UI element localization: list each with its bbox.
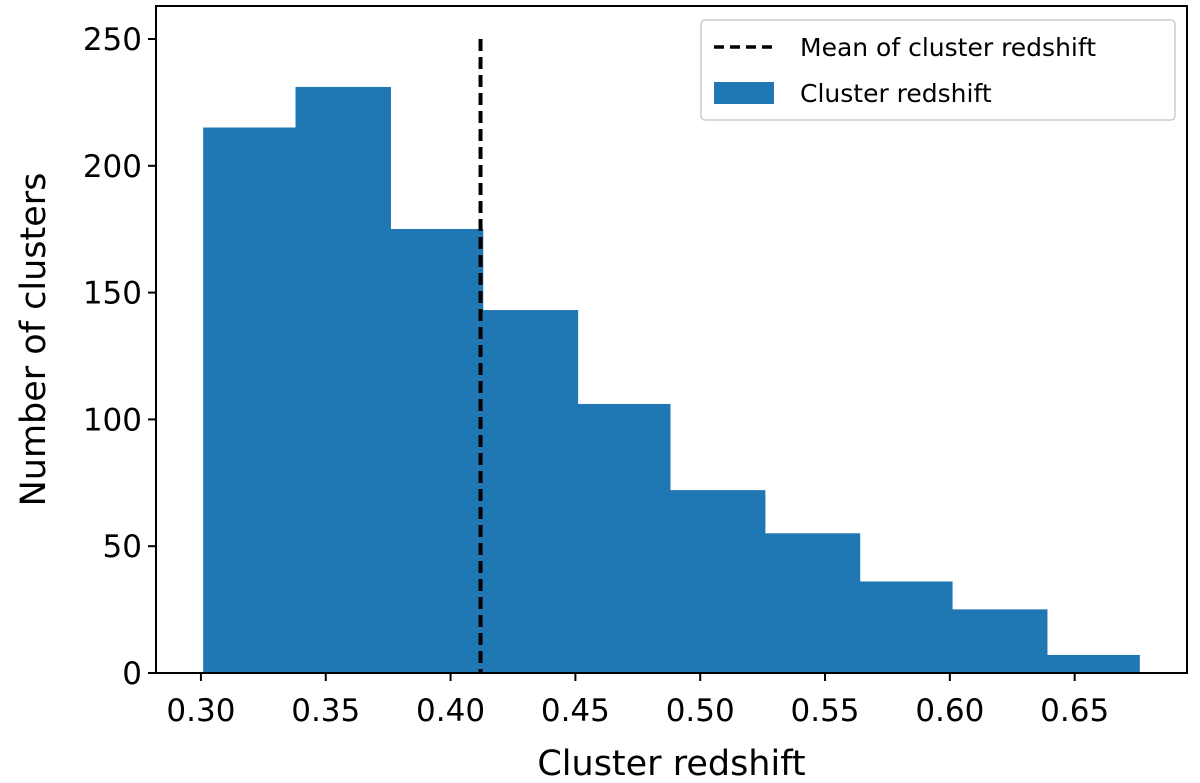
y-tick-label-5: 250 — [83, 22, 142, 58]
y-tick-label-0: 0 — [122, 656, 142, 692]
y-tick-label-2: 100 — [83, 402, 142, 438]
legend-bar-swatch — [714, 82, 774, 104]
histogram-bar-7 — [859, 581, 953, 674]
histogram-bar-0 — [203, 127, 297, 674]
x-tick-label-7: 0.65 — [1040, 693, 1109, 729]
x-tick-label-6: 0.60 — [915, 693, 984, 729]
histogram-bar-8 — [952, 609, 1048, 674]
x-ticks: 0.30 0.35 0.40 0.45 0.50 0.55 0.60 0.65 — [166, 673, 1109, 729]
x-tick-label-5: 0.55 — [791, 693, 860, 729]
legend-box — [700, 19, 1176, 121]
histogram-bar-4 — [577, 403, 671, 674]
x-tick-label-3: 0.45 — [541, 693, 610, 729]
axes-layer — [155, 5, 1188, 674]
histogram-bar-5 — [670, 490, 766, 674]
histogram-bar-3 — [482, 310, 579, 674]
x-tick-label-4: 0.50 — [666, 693, 735, 729]
x-tick-label-0: 0.30 — [166, 693, 235, 729]
legend-label-histogram: Cluster redshift — [800, 79, 992, 108]
y-axis-title: Number of clusters — [14, 173, 54, 507]
x-axis-title: Cluster redshift — [537, 744, 805, 783]
histogram-bar-9 — [1046, 654, 1140, 674]
y-tick-label-1: 50 — [103, 529, 142, 565]
histogram-bar-6 — [764, 533, 861, 674]
y-ticks: 0 50 100 150 200 250 — [83, 22, 156, 692]
bars-layer — [203, 86, 1140, 674]
y-tick-label-3: 150 — [83, 276, 142, 312]
y-tick-label-4: 200 — [83, 149, 142, 185]
histogram-bar-1 — [295, 86, 391, 674]
x-tick-label-2: 0.40 — [416, 693, 485, 729]
x-tick-label-1: 0.35 — [291, 693, 360, 729]
plot-frame — [155, 5, 1188, 674]
histogram-bar-2 — [390, 228, 484, 674]
legend: Mean of cluster redshift Cluster redshif… — [700, 19, 1176, 121]
legend-label-mean: Mean of cluster redshift — [800, 33, 1096, 62]
